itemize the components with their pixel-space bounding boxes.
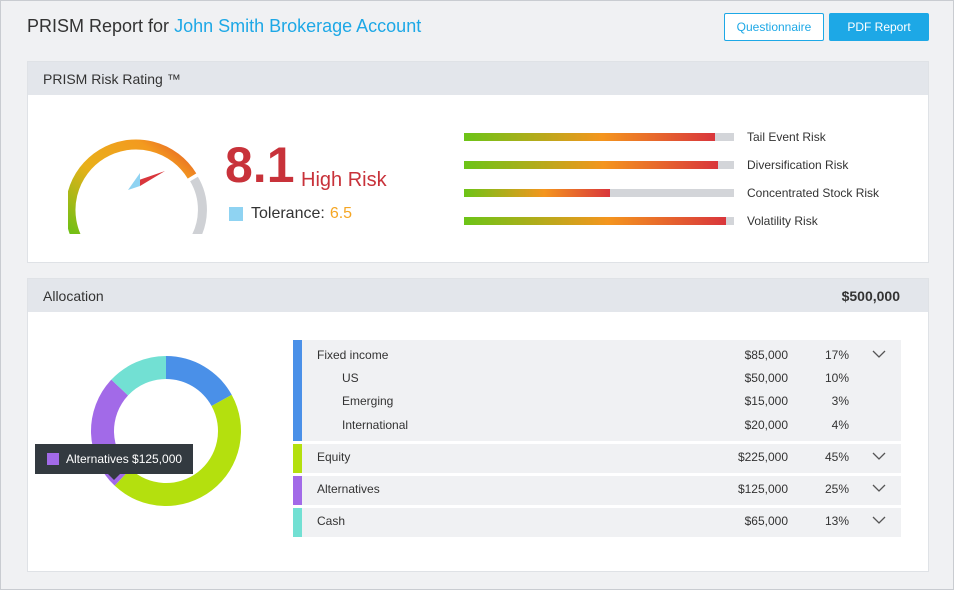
alloc-row-cash[interactable]: Cash $65,000 13%: [293, 508, 901, 537]
group-color-bar: [293, 475, 302, 505]
chevron-down-icon[interactable]: [872, 451, 886, 461]
row-pct: 25%: [824, 481, 849, 496]
row-amount: $20,000: [744, 417, 788, 432]
tolerance: Tolerance: 6.5: [229, 205, 352, 223]
alloc-row-fixed-income[interactable]: Fixed income $85,000 17%: [293, 344, 901, 367]
row-amount: $125,000: [737, 481, 788, 496]
chevron-down-icon[interactable]: [872, 515, 886, 525]
risk-bar-fill: [464, 133, 716, 141]
risk-bar-fill: [464, 189, 610, 197]
alloc-group-alternatives: Alternatives $125,000 25%: [293, 475, 901, 505]
row-name: Equity: [317, 449, 351, 464]
chevron-down-icon[interactable]: [872, 483, 886, 493]
row-amount: $85,000: [744, 348, 788, 362]
group-color-bar: [293, 443, 302, 473]
row-pct: 17%: [824, 348, 849, 362]
donut-slice-equity[interactable]: [114, 394, 242, 507]
alloc-row-international: International $20,000 4%: [293, 414, 901, 437]
gauge-needle-red: [136, 171, 165, 186]
tooltip-arrow: [107, 473, 121, 480]
gauge-needle-blue: [128, 173, 140, 190]
row-name: Cash: [317, 513, 346, 528]
alloc-row-emerging: Emerging $15,000 3%: [293, 390, 901, 413]
tolerance-value: 6.5: [329, 205, 353, 222]
donut-tooltip: Alternatives $125,000: [35, 444, 193, 474]
page-title-prefix: PRISM Report for: [27, 16, 170, 36]
alloc-group-fixed-income: Fixed income $85,000 17% US $50,000 10% …: [293, 340, 901, 441]
gauge-fill: [68, 139, 197, 234]
risk-rating-card: PRISM Risk Rating ™ 8.1 High Risk Tolera…: [27, 61, 929, 263]
group-color-bar: [293, 507, 302, 537]
allocation-card-header: Allocation $500,000: [28, 279, 928, 312]
risk-bar-track: [464, 161, 734, 169]
alloc-group-cash: Cash $65,000 13%: [293, 507, 901, 537]
row-amount: $65,000: [744, 513, 788, 528]
page-title: PRISM Report for John Smith Brokerage Ac…: [27, 16, 421, 37]
tooltip-text: Alternatives $125,000: [66, 452, 183, 466]
risk-label: Volatility Risk: [747, 214, 818, 228]
alloc-row-equity[interactable]: Equity $225,000 45%: [293, 444, 901, 473]
allocation-donut-chart[interactable]: [76, 351, 246, 511]
alloc-group-equity: Equity $225,000 45%: [293, 443, 901, 473]
gauge-track: [190, 176, 207, 234]
risk-bar-track: [464, 133, 734, 141]
risk-row-volatility: Volatility Risk: [464, 213, 904, 241]
row-name: International: [342, 417, 409, 432]
risk-bar-fill: [464, 217, 726, 225]
row-name: Alternatives: [317, 481, 380, 496]
risk-label: Diversification Risk: [747, 158, 849, 172]
alloc-row-alternatives[interactable]: Alternatives $125,000 25%: [293, 476, 901, 505]
risk-card-title: PRISM Risk Rating ™: [43, 70, 181, 87]
risk-label: Concentrated Stock Risk: [747, 186, 880, 200]
tolerance-swatch: [229, 207, 243, 221]
row-amount: $50,000: [744, 371, 788, 385]
risk-bar-track: [464, 189, 734, 197]
risk-label: Tail Event Risk: [747, 130, 826, 144]
account-name: John Smith Brokerage Account: [174, 16, 422, 36]
allocation-card: Allocation $500,000 Alternatives $125,00…: [27, 278, 929, 572]
allocation-total: $500,000: [841, 287, 900, 304]
risk-bar-fill: [464, 161, 718, 169]
row-pct: 13%: [824, 513, 849, 528]
alloc-row-us: US $50,000 10%: [293, 367, 901, 390]
tolerance-label: Tolerance:: [251, 205, 325, 222]
allocation-table: Fixed income $85,000 17% US $50,000 10% …: [293, 340, 901, 540]
risk-score: 8.1: [225, 137, 295, 193]
risk-gauge: [68, 139, 207, 234]
row-amount: $15,000: [744, 394, 788, 409]
risk-score-label: High Risk: [301, 169, 387, 191]
chevron-down-icon[interactable]: [872, 349, 886, 359]
row-pct: 4%: [831, 417, 849, 432]
donut-slice-fixed-income[interactable]: [166, 356, 232, 406]
row-pct: 10%: [824, 371, 849, 385]
risk-card-header: PRISM Risk Rating ™: [28, 62, 928, 95]
row-amount: $225,000: [737, 449, 788, 464]
pdf-report-button[interactable]: PDF Report: [829, 13, 929, 41]
questionnaire-button[interactable]: Questionnaire: [724, 13, 824, 41]
row-name: Emerging: [342, 394, 394, 409]
row-pct: 45%: [824, 449, 849, 464]
risk-bar-track: [464, 217, 734, 225]
group-color-bar: [293, 340, 302, 441]
row-name: US: [342, 371, 359, 385]
risk-row-diversification: Diversification Risk: [464, 157, 904, 185]
donut-slice-cash[interactable]: [111, 356, 166, 396]
tooltip-swatch: [47, 453, 59, 465]
risk-row-tail-event: Tail Event Risk: [464, 129, 904, 157]
row-pct: 3%: [831, 394, 849, 409]
row-name: Fixed income: [317, 348, 389, 362]
risk-bars: Tail Event Risk Diversification Risk Con…: [464, 129, 904, 241]
risk-row-concentrated-stock: Concentrated Stock Risk: [464, 185, 904, 213]
allocation-title: Allocation: [43, 287, 104, 304]
